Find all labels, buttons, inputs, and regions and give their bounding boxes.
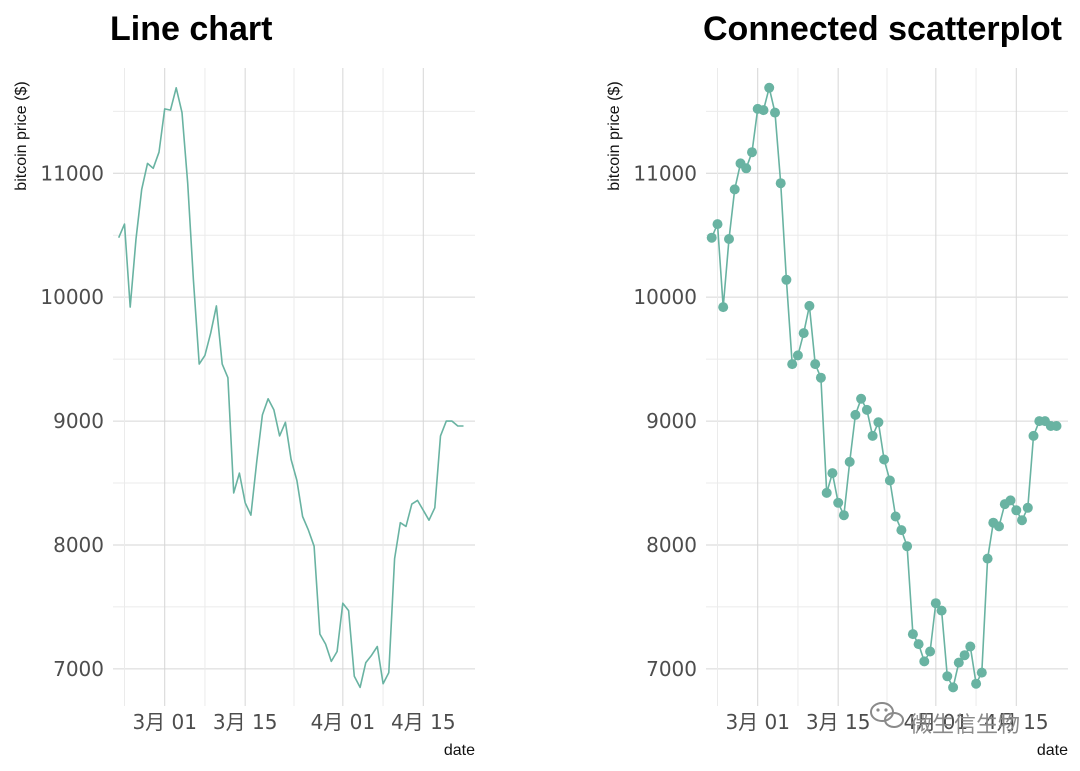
plot-marks xyxy=(706,82,1062,693)
x-axis-ticks: 3月 01 3月 15 4月 01 4月 15 xyxy=(132,710,455,734)
data-point xyxy=(781,274,792,285)
y-tick-label: 7000 xyxy=(53,657,104,681)
y-axis-ticks: 7000 8000 9000 10000 11000 xyxy=(633,161,697,681)
series-line xyxy=(117,87,464,689)
data-point xyxy=(718,302,729,313)
data-point xyxy=(959,650,970,661)
data-point xyxy=(936,605,947,616)
x-tick-label: 3月 01 xyxy=(132,710,197,734)
data-point xyxy=(712,219,723,230)
data-point xyxy=(1028,430,1039,441)
data-point xyxy=(884,475,895,486)
data-point xyxy=(856,393,867,404)
x-axis-label: date xyxy=(1037,742,1068,759)
y-tick-label: 7000 xyxy=(646,657,697,681)
x-tick-label: 3月 01 xyxy=(725,710,790,734)
data-point xyxy=(747,147,757,158)
data-point xyxy=(976,667,987,678)
data-point xyxy=(792,350,803,361)
data-point xyxy=(706,232,717,243)
data-point xyxy=(902,541,913,552)
data-point xyxy=(879,454,890,465)
data-point xyxy=(838,510,849,521)
data-point xyxy=(896,525,907,536)
data-point xyxy=(948,682,959,693)
wechat-icon xyxy=(870,702,904,728)
plot-marks xyxy=(117,87,464,689)
y-tick-label: 11000 xyxy=(40,161,104,185)
data-point xyxy=(764,82,775,93)
chart-title: Line chart xyxy=(110,10,272,48)
data-point xyxy=(810,359,821,370)
data-point xyxy=(850,409,861,420)
data-point xyxy=(942,671,953,682)
data-point xyxy=(815,372,826,383)
data-point xyxy=(827,468,838,479)
watermark-text: 微生信生物 xyxy=(910,713,1020,738)
data-point xyxy=(844,456,855,467)
data-point xyxy=(724,234,734,244)
data-point xyxy=(913,639,924,650)
data-point xyxy=(787,359,798,370)
data-point xyxy=(953,657,964,668)
x-tick-label: 4月 01 xyxy=(904,710,969,734)
data-point xyxy=(833,497,844,508)
y-tick-label: 8000 xyxy=(53,533,104,557)
data-point xyxy=(758,105,769,116)
y-tick-label: 10000 xyxy=(40,285,104,309)
y-axis-label: bitcoin price ($) xyxy=(606,81,623,190)
data-point xyxy=(890,511,901,522)
y-tick-label: 9000 xyxy=(53,409,104,433)
data-point xyxy=(873,417,884,428)
x-tick-label: 3月 15 xyxy=(213,710,278,734)
data-point xyxy=(1022,502,1033,513)
data-point xyxy=(925,646,936,657)
gridlines xyxy=(113,68,475,706)
data-point xyxy=(798,328,809,339)
y-axis-label: bitcoin price ($) xyxy=(13,81,30,190)
data-point xyxy=(919,656,930,667)
data-point xyxy=(821,487,832,498)
y-axis-ticks: 7000 8000 9000 10000 11000 xyxy=(40,161,104,681)
data-point xyxy=(861,404,872,415)
data-point xyxy=(775,178,786,189)
chart-title: Connected scatterplot xyxy=(703,10,1062,48)
x-tick-label: 4月 15 xyxy=(984,710,1049,734)
x-tick-label: 4月 15 xyxy=(391,710,456,734)
data-point xyxy=(741,163,752,174)
x-tick-label: 3月 15 xyxy=(806,710,871,734)
data-point xyxy=(1051,421,1062,431)
y-tick-label: 9000 xyxy=(646,409,697,433)
x-axis-label: date xyxy=(444,742,475,759)
data-point xyxy=(867,430,878,441)
data-point xyxy=(982,553,993,564)
data-point xyxy=(1011,505,1022,516)
watermark: 微生信生物 xyxy=(870,702,1020,738)
data-point xyxy=(729,184,740,195)
x-tick-label: 4月 01 xyxy=(311,710,376,734)
data-point xyxy=(770,107,780,118)
x-axis-ticks: 3月 01 3月 15 4月 01 4月 15 xyxy=(725,710,1048,734)
y-tick-label: 11000 xyxy=(633,161,697,185)
data-point xyxy=(965,641,976,652)
series-line xyxy=(710,87,1057,689)
gridlines xyxy=(706,68,1068,706)
data-point xyxy=(971,678,982,689)
data-point xyxy=(804,300,815,311)
y-tick-label: 10000 xyxy=(633,285,697,309)
data-point xyxy=(930,598,941,609)
data-point xyxy=(907,629,918,640)
data-point xyxy=(1017,515,1027,526)
data-point xyxy=(994,521,1004,532)
data-point xyxy=(1005,495,1016,506)
connected-scatter-panel: Connected scatterplot 7000 8000 9000 10000 1… xyxy=(606,10,1068,759)
y-tick-label: 8000 xyxy=(646,533,697,557)
